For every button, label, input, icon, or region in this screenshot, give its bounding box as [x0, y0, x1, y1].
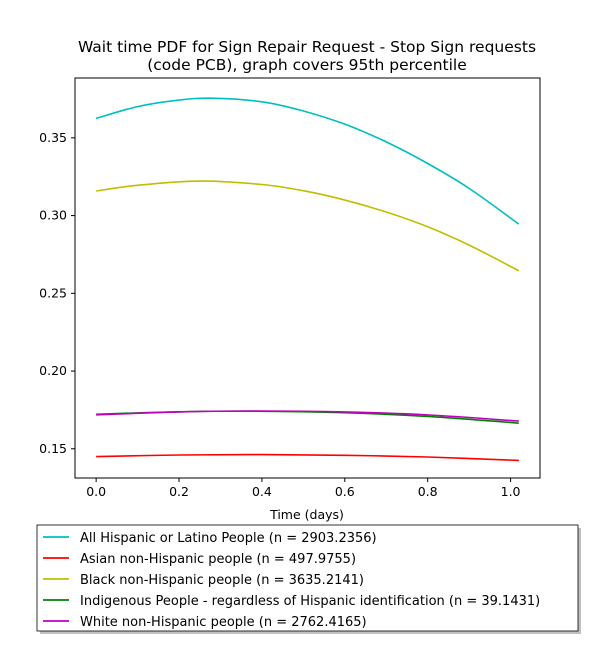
legend-label-1: All Hispanic or Latino People (n = 2903.…: [80, 531, 377, 546]
legend-label-5: White non-Hispanic people (n = 2762.4165…: [80, 615, 367, 630]
legend-label-4: Indigenous People - regardless of Hispan…: [80, 594, 540, 609]
plot-area: 0.0 0.2 0.4 0.6 0.8 1.0 0.15 0.20 0.25 0.30 0.35: [39, 77, 541, 499]
x-tick-label: 0.2: [169, 484, 189, 499]
legend-box: [36, 524, 579, 632]
plot-frame: [74, 77, 541, 479]
y-tick-label: 0.15: [39, 441, 67, 456]
legend-label-3: Black non-Hispanic people (n = 3635.2141…: [80, 573, 364, 588]
x-tick-label: 0.0: [86, 484, 106, 499]
series-line-3: [96, 180, 520, 272]
series-line-1: [95, 97, 520, 225]
legend-label-2: Asian non-Hispanic people (n = 497.9755): [80, 552, 356, 567]
x-axis-label: Time (days): [269, 507, 344, 522]
series-line-2: [96, 453, 519, 462]
y-tick-label: 0.25: [39, 285, 67, 300]
y-tick-label: 0.35: [39, 130, 67, 145]
x-tick-label: 1.0: [501, 484, 521, 499]
y-tick-label: 0.20: [39, 363, 67, 378]
series-line-5: [96, 410, 519, 422]
x-tick-label: 0.8: [418, 484, 438, 499]
x-tick-label: 0.4: [252, 484, 272, 499]
legend: All Hispanic or Latino People (n = 2903.…: [36, 524, 581, 634]
y-tick-label: 0.30: [39, 208, 67, 223]
chart-subtitle: (code PCB), graph covers 95th percentile: [147, 56, 467, 74]
x-tick-label: 0.6: [335, 484, 355, 499]
chart-title: Wait time PDF for Sign Repair Request - …: [78, 38, 536, 56]
